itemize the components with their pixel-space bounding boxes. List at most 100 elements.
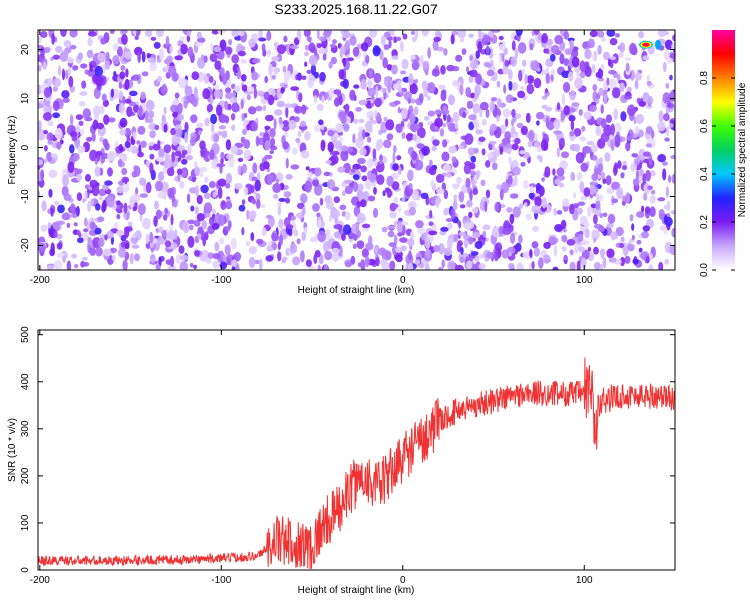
- x-tick-label: 100: [576, 275, 593, 286]
- heat-cell: [350, 255, 356, 265]
- heat-cell: [506, 147, 512, 155]
- heat-cell: [188, 224, 194, 231]
- heat-cell: [420, 192, 429, 199]
- heat-cell: [257, 137, 265, 145]
- heat-cell: [129, 90, 138, 97]
- heat-cell: [625, 141, 631, 152]
- heat-cell: [83, 217, 88, 227]
- heat-cell: [243, 149, 252, 161]
- heat-cell: [145, 233, 149, 245]
- heat-cell: [468, 33, 474, 38]
- heat-cell: [56, 141, 62, 150]
- heat-cell: [463, 163, 472, 175]
- heat-cell: [407, 97, 412, 104]
- heat-cell: [361, 175, 368, 182]
- heat-cell: [43, 87, 52, 98]
- heat-cell: [561, 93, 566, 106]
- heat-cell: [179, 261, 188, 270]
- heat-cell: [630, 162, 637, 172]
- heat-cell: [638, 174, 644, 184]
- heat-cell: [92, 105, 101, 118]
- heat-cell: [453, 194, 458, 201]
- heat-cell: [304, 180, 312, 193]
- heat-cell: [212, 191, 217, 198]
- heat-cell: [589, 30, 598, 38]
- heat-cell: [208, 181, 216, 189]
- heat-cell: [477, 41, 483, 53]
- heat-cell: [521, 68, 525, 76]
- heat-cell: [553, 244, 558, 257]
- heat-cell: [324, 195, 332, 204]
- heat-cell: [241, 163, 248, 174]
- heat-cell: [581, 249, 590, 260]
- heat-cell: [434, 126, 438, 131]
- heat-cell: [38, 159, 44, 166]
- heat-cell: [131, 170, 137, 178]
- colorbar-tick-label: 0.8: [699, 71, 710, 85]
- heat-cell: [392, 151, 396, 164]
- heat-cell: [284, 77, 289, 85]
- heat-cell: [367, 87, 376, 97]
- heat-cell: [579, 71, 586, 79]
- heat-cell: [624, 255, 631, 264]
- heat-cell: [380, 258, 387, 267]
- heat-cell: [132, 232, 138, 239]
- heat-cell: [509, 193, 519, 199]
- heat-cell: [256, 90, 265, 97]
- heat-cell: [215, 104, 223, 117]
- heat-cell: [73, 222, 78, 227]
- colorbar-tick-label: 0.6: [699, 119, 710, 133]
- heat-cell: [139, 177, 147, 186]
- heat-cell: [600, 118, 607, 129]
- heat-cell: [164, 207, 169, 215]
- heat-cell: [137, 203, 146, 216]
- heat-cell: [662, 92, 671, 104]
- heat-cell: [362, 129, 366, 140]
- heat-cell: [570, 119, 575, 131]
- heat-cell: [116, 214, 121, 220]
- heat-cell: [610, 231, 617, 241]
- heat-cell: [140, 91, 147, 100]
- heat-cell: [668, 123, 674, 128]
- heat-cell: [189, 262, 194, 268]
- heat-cell: [147, 57, 155, 63]
- heat-cell: [169, 45, 173, 54]
- heat-cell: [62, 97, 70, 103]
- colorbar-tick-label: 0.2: [699, 215, 710, 229]
- heat-cell: [613, 162, 618, 175]
- heat-cell: [158, 148, 165, 159]
- heat-cell: [179, 36, 185, 41]
- heat-cell: [626, 134, 632, 142]
- heat-cell: [40, 224, 48, 232]
- heat-cell: [665, 106, 670, 116]
- heat-cell: [512, 206, 521, 218]
- heat-cell: [193, 264, 198, 270]
- heat-cell: [87, 236, 92, 244]
- heat-cell: [662, 168, 667, 181]
- heat-cell: [77, 145, 86, 153]
- heat-cell: [536, 120, 540, 126]
- heat-cell: [340, 149, 349, 162]
- heat-cell: [544, 88, 549, 94]
- snr-plot-area: [38, 330, 675, 570]
- heat-cell: [543, 254, 551, 264]
- heat-cell: [538, 257, 544, 269]
- heat-cell: [446, 114, 451, 123]
- heat-cell: [486, 69, 495, 77]
- heat-cell: [295, 137, 301, 143]
- heat-cell: [81, 80, 87, 89]
- heat-cell: [225, 201, 233, 210]
- heat-cell: [600, 249, 605, 260]
- heat-cell: [616, 73, 621, 83]
- heat-cell: [670, 210, 675, 215]
- heat-cell: [545, 73, 550, 84]
- heat-cell: [269, 137, 276, 147]
- heat-cell: [124, 78, 130, 91]
- heat-cell: [466, 260, 473, 270]
- heat-cell: [201, 220, 208, 230]
- heat-cell: [392, 83, 400, 90]
- heat-cell: [671, 173, 675, 184]
- heat-cell: [620, 172, 625, 179]
- heat-cell: [325, 160, 332, 164]
- heat-cell: [599, 212, 604, 219]
